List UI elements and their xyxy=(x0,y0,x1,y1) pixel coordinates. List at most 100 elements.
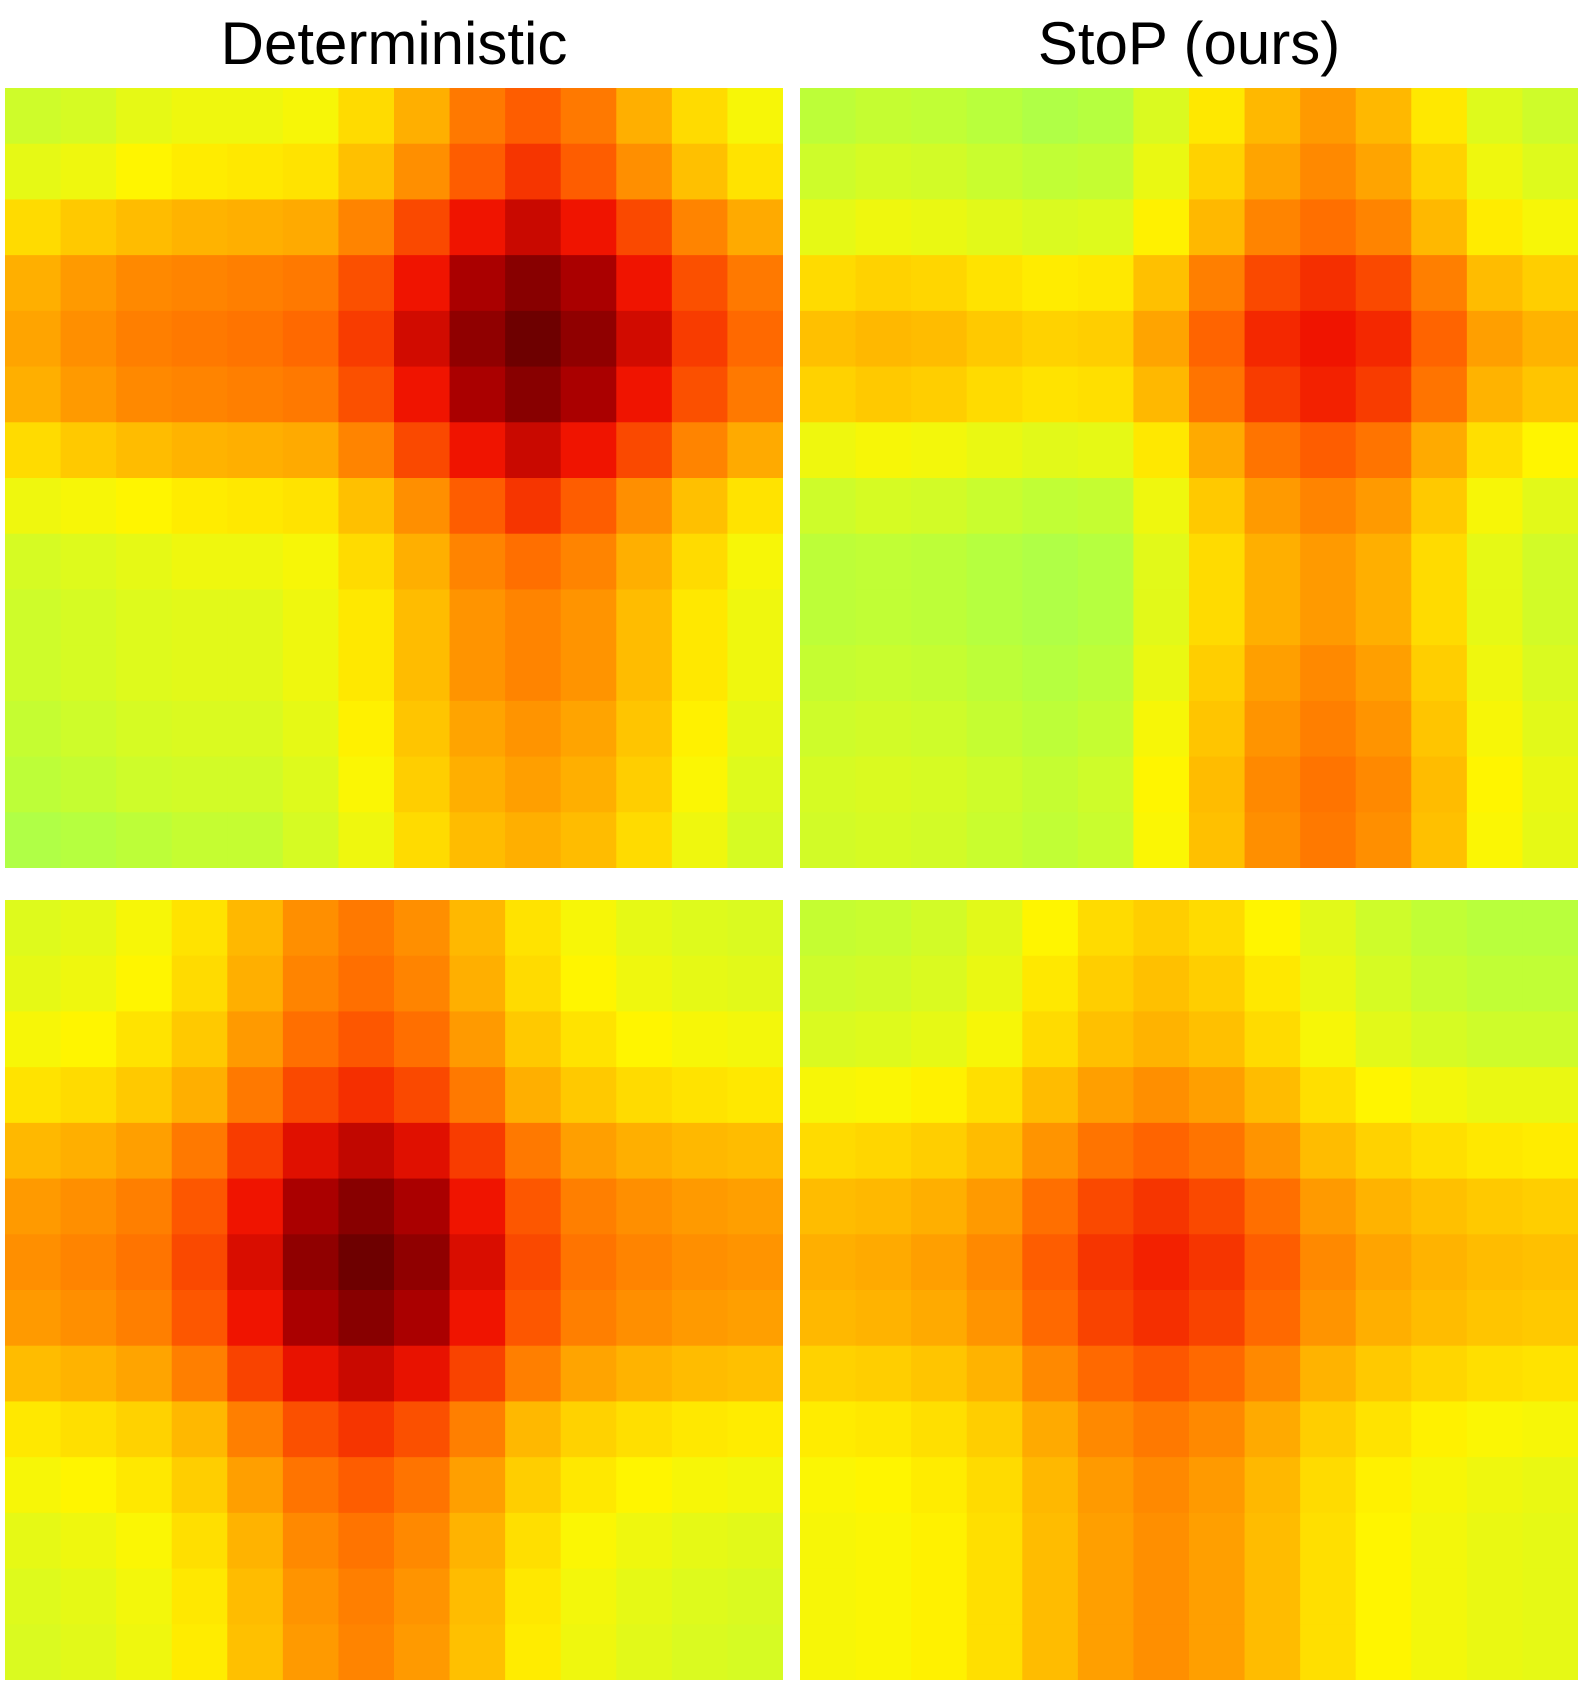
heatmap-cell xyxy=(855,1234,912,1291)
heatmap-cell xyxy=(338,422,395,479)
heatmap-cell xyxy=(394,1011,451,1068)
heatmap-cell xyxy=(966,1624,1023,1680)
heatmap-cell xyxy=(560,422,617,479)
heatmap-cell xyxy=(911,1234,968,1291)
heatmap-cell xyxy=(5,88,62,145)
heatmap-cell xyxy=(60,1178,117,1235)
heatmap-cell xyxy=(1022,1457,1079,1514)
heatmap-cell xyxy=(1244,589,1301,646)
heatmap-cell xyxy=(449,900,506,957)
heatmap-cell xyxy=(1466,812,1524,868)
heatmap-cell xyxy=(1355,1457,1412,1514)
heatmap-cell xyxy=(727,645,783,702)
heatmap-cell xyxy=(855,1011,912,1068)
heatmap-cell xyxy=(1522,422,1578,479)
heatmap-cell xyxy=(616,700,673,758)
heatmap-cell xyxy=(171,1234,228,1291)
heatmap-cell xyxy=(616,1067,673,1124)
heatmap-cell xyxy=(171,199,228,256)
heatmap-cell xyxy=(505,478,562,535)
heatmap-cell xyxy=(1466,700,1524,758)
heatmap-cell xyxy=(227,1512,284,1570)
heatmap-cell xyxy=(116,1011,173,1068)
heatmap-cell xyxy=(171,1011,228,1068)
heatmap-cell xyxy=(616,88,673,145)
heatmap-cell xyxy=(911,88,968,145)
heatmap-cell xyxy=(1022,310,1079,368)
heatmap-cell xyxy=(1411,143,1468,201)
heatmap-cell xyxy=(1189,1067,1246,1124)
heatmap-cell xyxy=(116,422,173,479)
heatmap-cell xyxy=(1022,533,1079,591)
heatmap-cell xyxy=(1522,812,1578,868)
heatmap-cell xyxy=(1133,1512,1190,1570)
heatmap-cell xyxy=(1022,1345,1079,1403)
heatmap-cell xyxy=(671,478,729,535)
heatmap-cell xyxy=(1411,533,1468,591)
heatmap-cell xyxy=(5,422,62,479)
heatmap-cell xyxy=(505,812,562,868)
heatmap-cell xyxy=(1244,1178,1301,1235)
heatmap-cell xyxy=(60,255,117,312)
heatmap-cell xyxy=(1189,1122,1246,1180)
heatmap-cell xyxy=(966,1234,1023,1291)
heatmap-cell xyxy=(1466,1624,1524,1680)
heatmap-cell xyxy=(60,1345,117,1403)
heatmap-cell xyxy=(1355,1512,1412,1570)
heatmap-cell xyxy=(727,255,783,312)
heatmap-cell xyxy=(1244,1011,1301,1068)
heatmap-cell xyxy=(966,589,1023,646)
heatmap-cell xyxy=(1522,199,1578,256)
heatmap-cell xyxy=(1522,955,1578,1013)
heatmap-cell xyxy=(616,1234,673,1291)
heatmap-cell xyxy=(171,900,228,957)
heatmap-cell xyxy=(116,900,173,957)
heatmap-cell xyxy=(855,1457,912,1514)
heatmap-cell xyxy=(1522,143,1578,201)
heatmap-cell xyxy=(1355,310,1412,368)
heatmap-cell xyxy=(855,1401,912,1458)
heatmap-cell xyxy=(727,366,783,423)
heatmap-cell xyxy=(671,1568,729,1625)
heatmap-cell xyxy=(505,1512,562,1570)
heatmap-cell xyxy=(1300,199,1357,256)
heatmap-cell xyxy=(727,1290,783,1347)
heatmap-cell xyxy=(727,1067,783,1124)
heatmap-cell xyxy=(616,812,673,868)
heatmap-cell xyxy=(1466,533,1524,591)
heatmap-cell xyxy=(449,1457,506,1514)
heatmap-cell xyxy=(338,955,395,1013)
heatmap-cell xyxy=(449,310,506,368)
heatmap-cell xyxy=(1022,1624,1079,1680)
heatmap-cell xyxy=(911,645,968,702)
heatmap-cell xyxy=(1189,1457,1246,1514)
heatmap-cell xyxy=(1133,900,1190,957)
heatmap-cell xyxy=(800,255,857,312)
heatmap-cell xyxy=(1522,1122,1578,1180)
heatmap-cell xyxy=(560,478,617,535)
heatmap-cell xyxy=(282,366,340,423)
heatmap-cell xyxy=(1189,1011,1246,1068)
heatmap-cell xyxy=(1133,812,1190,868)
heatmap-cell xyxy=(505,589,562,646)
heatmap-cell xyxy=(227,88,284,145)
heatmap-cell xyxy=(227,1457,284,1514)
heatmap-cell xyxy=(966,1178,1023,1235)
heatmap-cell xyxy=(1466,1122,1524,1180)
heatmap-cell xyxy=(1522,255,1578,312)
heatmap-cell xyxy=(505,1568,562,1625)
heatmap-cell xyxy=(5,1401,62,1458)
heatmap-cell xyxy=(1133,1345,1190,1403)
heatmap-cell xyxy=(855,1067,912,1124)
heatmap-cell xyxy=(1077,88,1135,145)
heatmap-cell xyxy=(1466,1290,1524,1347)
heatmap-cell xyxy=(171,700,228,758)
heatmap-cell xyxy=(1189,478,1246,535)
heatmap-cell xyxy=(800,1512,857,1570)
heatmap-cell xyxy=(1077,645,1135,702)
heatmap-cell xyxy=(1244,1457,1301,1514)
heatmap-cell xyxy=(966,143,1023,201)
heatmap-cell xyxy=(171,589,228,646)
heatmap-cell xyxy=(5,645,62,702)
heatmap-cell xyxy=(1355,1624,1412,1680)
